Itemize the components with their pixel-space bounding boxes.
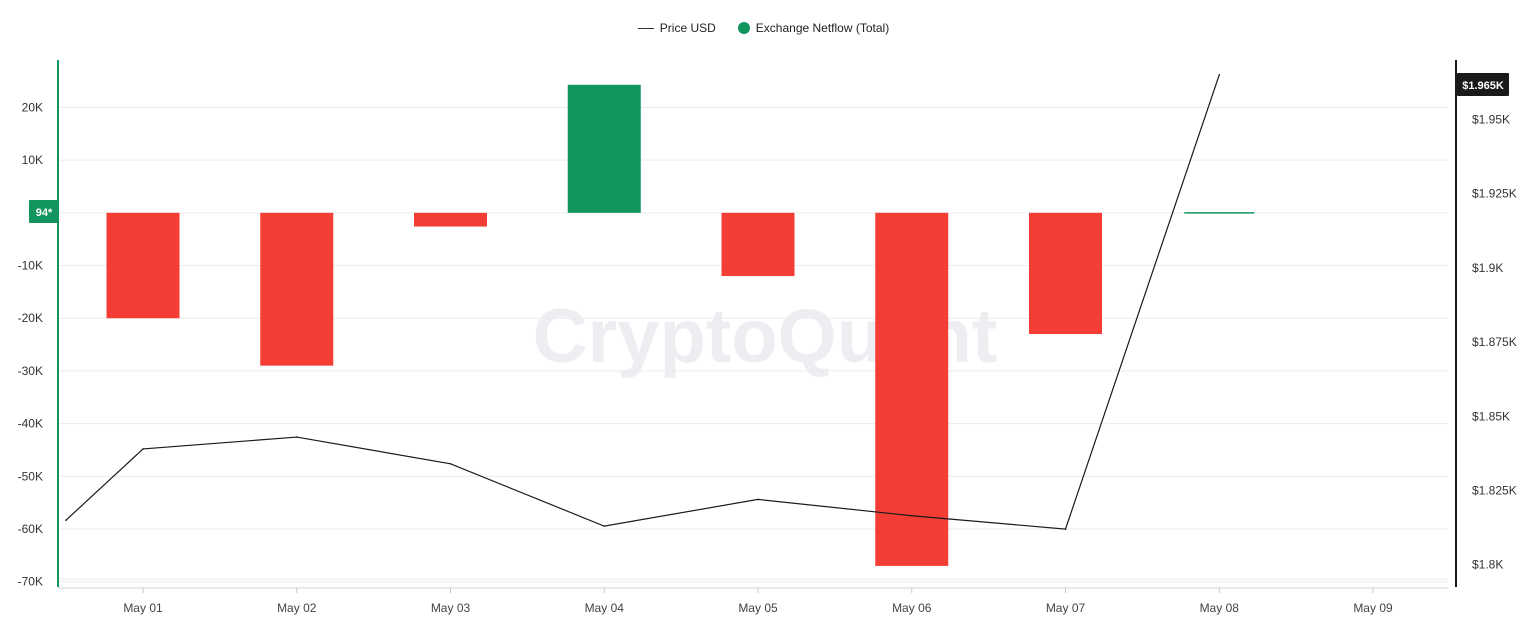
price-point xyxy=(1064,528,1067,530)
y-left-tick-label: -20K xyxy=(18,311,43,325)
price-point xyxy=(449,462,452,465)
x-tick-label: May 08 xyxy=(1200,601,1240,615)
netflow-bar xyxy=(567,84,641,213)
y-left-tick-label: -10K xyxy=(18,259,43,273)
y-right-tick-label: $1.925K xyxy=(1472,187,1517,201)
line-swatch-icon xyxy=(637,27,654,29)
x-tick-label: May 04 xyxy=(585,601,625,615)
price-point xyxy=(1218,74,1221,76)
price-point xyxy=(295,436,298,438)
current-netflow-value: 94* xyxy=(36,207,53,219)
netflow-bar xyxy=(414,212,487,227)
legend-item-netflow[interactable]: Exchange Netflow (Total) xyxy=(737,21,890,35)
x-tick-label: May 02 xyxy=(277,601,317,615)
netflow-bar xyxy=(260,212,334,366)
x-tick-label: May 03 xyxy=(431,601,471,615)
legend-label-price: Price USD xyxy=(659,21,716,35)
y-left-tick-label: -30K xyxy=(18,364,43,378)
netflow-bar xyxy=(875,212,949,566)
y-right-tick-label: $1.875K xyxy=(1472,335,1517,349)
legend-label-netflow: Exchange Netflow (Total) xyxy=(755,21,890,35)
y-right-tick-label: $1.85K xyxy=(1472,409,1510,423)
current-price-marker xyxy=(1457,73,1509,96)
x-tick-label: May 06 xyxy=(892,601,932,615)
netflow-bar xyxy=(106,212,180,319)
y-right-tick-label: $1.95K xyxy=(1472,112,1510,126)
y-left-tick-label: -50K xyxy=(18,469,43,483)
price-point xyxy=(603,525,606,527)
x-tick-label: May 07 xyxy=(1046,601,1086,615)
y-right-tick-label: $1.9K xyxy=(1472,261,1503,275)
x-tick-label: May 09 xyxy=(1353,601,1393,615)
price-point xyxy=(910,514,913,517)
y-left-tick-label: 10K xyxy=(22,153,43,167)
x-tick-label: May 05 xyxy=(738,601,778,615)
price-point xyxy=(757,498,759,501)
y-left-tick-label: -70K xyxy=(18,575,43,589)
price-point xyxy=(142,448,144,450)
y-right-tick-label: $1.8K xyxy=(1472,558,1503,572)
netflow-bar xyxy=(1029,212,1102,335)
legend: Price USD Exchange Netflow (Total) xyxy=(0,18,1527,38)
y-left-tick-label: -60K xyxy=(18,522,43,536)
y-left-tick-label: -40K xyxy=(18,417,43,431)
current-price-value: $1.965K xyxy=(1462,80,1504,92)
legend-item-price[interactable]: Price USD xyxy=(637,21,716,35)
y-right-tick-label: $1.825K xyxy=(1472,484,1517,498)
dot-swatch-icon xyxy=(737,22,750,34)
x-tick-label: May 01 xyxy=(123,601,163,615)
current-netflow-marker xyxy=(29,200,59,223)
price-point xyxy=(65,519,67,521)
y-left-tick-label: 20K xyxy=(22,100,43,114)
netflow-bar xyxy=(721,212,795,277)
